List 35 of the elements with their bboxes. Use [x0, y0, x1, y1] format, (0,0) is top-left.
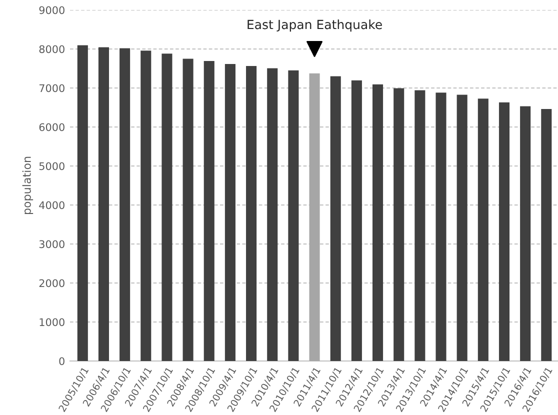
bar — [77, 45, 88, 361]
bar — [330, 76, 341, 361]
bar — [204, 61, 214, 361]
y-tick-label: 6000 — [39, 123, 64, 132]
y-tick-label: 2000 — [39, 279, 64, 288]
y-tick-label: 9000 — [39, 6, 64, 14]
bar — [267, 68, 278, 361]
annotation: East Japan Eathquake — [248, 20, 382, 32]
bar — [98, 47, 109, 361]
bar — [309, 73, 320, 361]
bar — [394, 88, 404, 361]
bar — [140, 50, 152, 361]
y-axis-title: population — [22, 156, 34, 214]
bar — [414, 90, 426, 361]
bar — [351, 80, 362, 361]
bar — [456, 94, 468, 361]
bar — [498, 102, 510, 361]
bar — [288, 70, 299, 361]
y-tick-label: 8000 — [39, 45, 64, 54]
y-tick-label: 1000 — [40, 318, 64, 326]
bar — [541, 108, 552, 361]
y-tick-label: 0 — [59, 357, 64, 366]
bar — [372, 84, 384, 361]
bar — [436, 92, 446, 361]
bar — [182, 58, 194, 361]
y-tick-label: 7000 — [39, 84, 64, 92]
bar — [162, 54, 172, 361]
y-tick-label: 5000 — [39, 162, 64, 170]
bar — [224, 64, 236, 361]
bar — [478, 98, 488, 361]
bar — [520, 106, 531, 361]
y-tick-label: 4000 — [39, 201, 64, 210]
bar — [246, 66, 257, 361]
bar — [120, 48, 130, 361]
y-tick-label: 3000 — [39, 240, 64, 248]
